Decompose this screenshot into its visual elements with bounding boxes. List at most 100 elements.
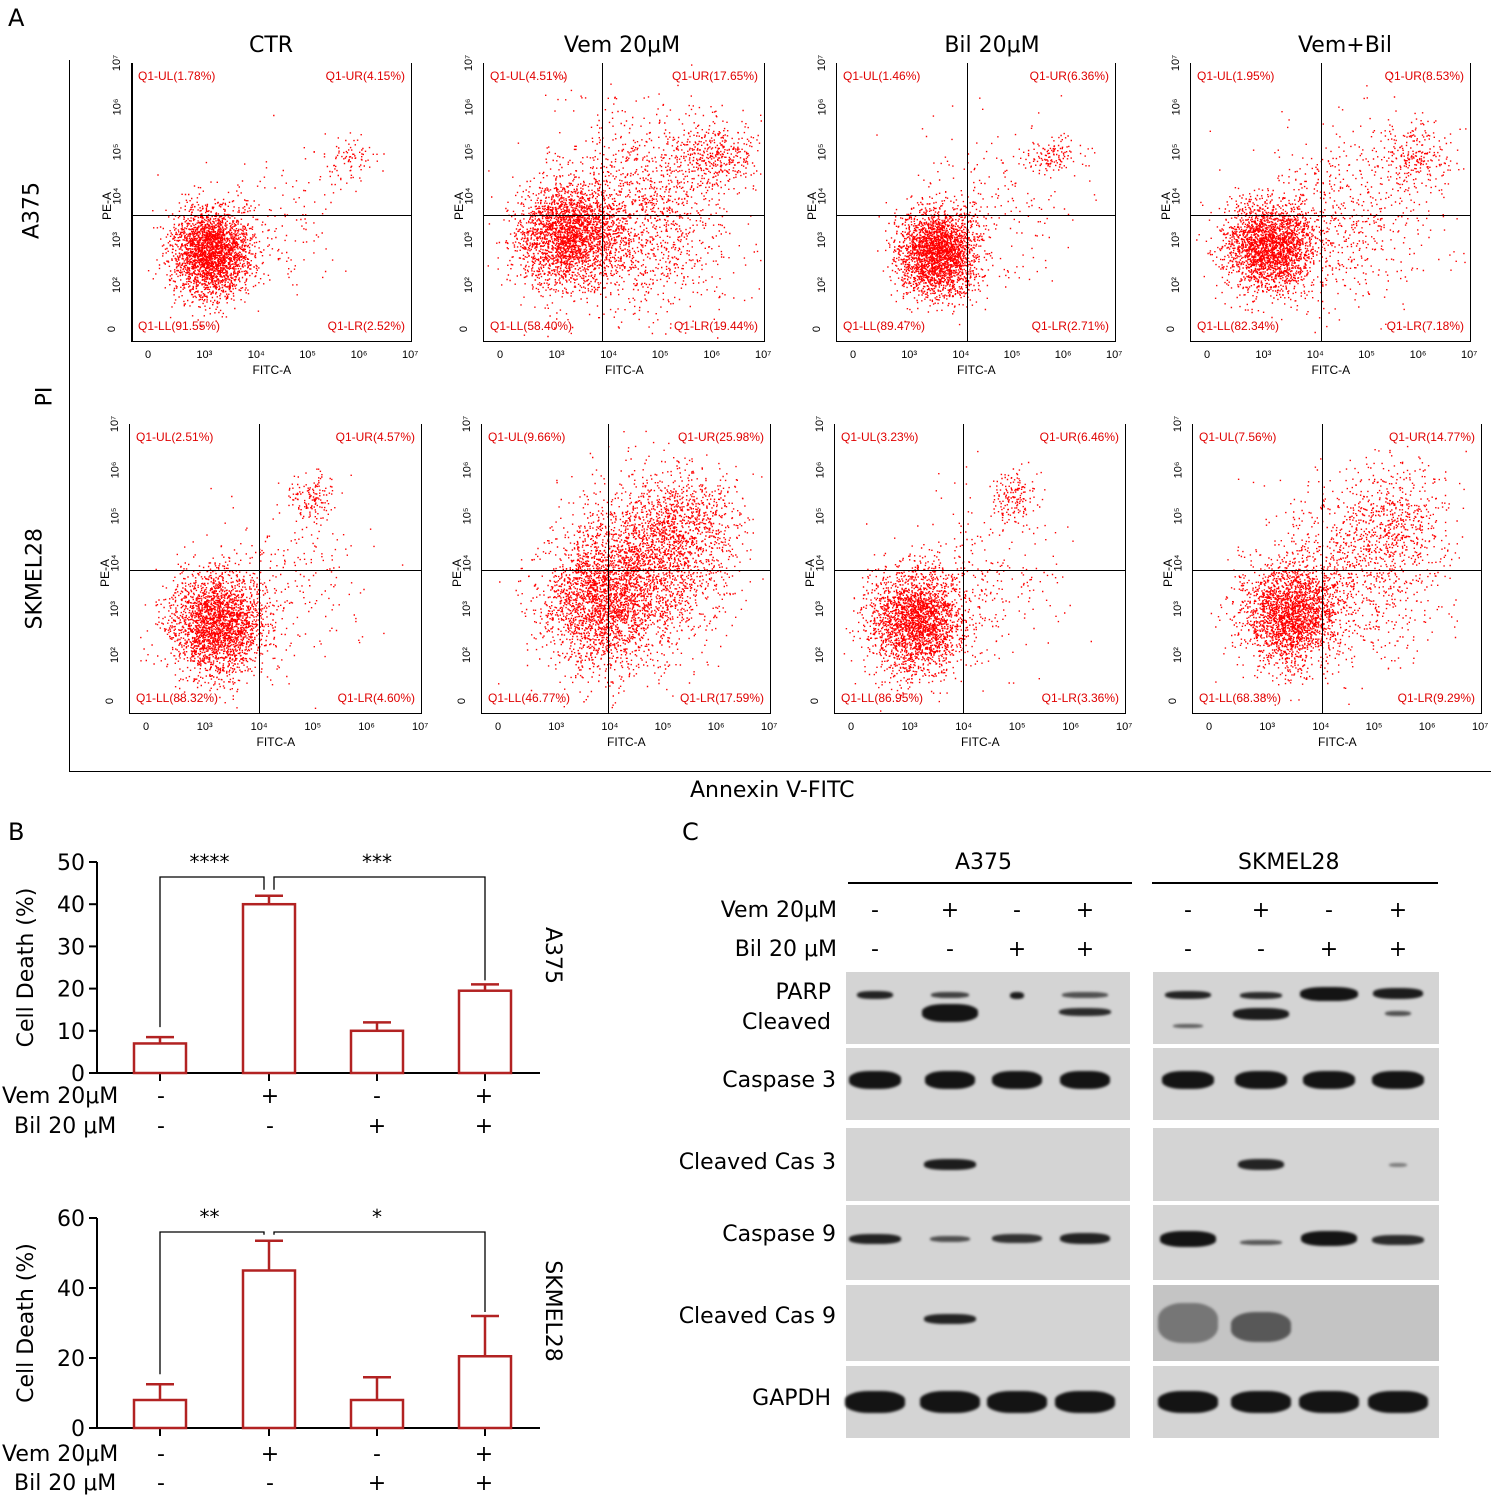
y-axis-label: Cell Death (%): [14, 888, 39, 1048]
wb-label-cleaved-cas9: Cleaved Cas 9: [678, 1304, 836, 1329]
flow-events: [140, 468, 404, 709]
pe-axis-name: PE-A: [452, 192, 467, 221]
x-tick-label: 10³: [548, 721, 565, 733]
x-tick-label: 10⁵: [1003, 349, 1021, 361]
y-tick-label: 10²: [1171, 646, 1184, 663]
bil-sign-1-2: -: [266, 1114, 274, 1139]
x-tick-label: 10³: [196, 721, 213, 733]
y-tick-label: 10³: [813, 600, 826, 617]
wb-strip-parp: [1153, 972, 1439, 1044]
x-tick-label: 10⁶: [707, 721, 725, 733]
y-tick-label: 20: [57, 978, 85, 1003]
quadrant-ul-label: Q1-UL(1.78%): [138, 69, 216, 83]
y-tick-label: 10⁵: [1170, 143, 1183, 161]
gate-horizontal: [835, 570, 1125, 571]
flow-scatter: [140, 468, 404, 709]
flow-plot-box: Q1-UL(1.78%) Q1-UR(4.15%) Q1-LL(91.55%) Q1-…: [131, 63, 412, 342]
x-tick-label: 10⁵: [1008, 721, 1026, 733]
vem-sign-2-4: +: [474, 1442, 494, 1467]
wb-vem-sign: -: [1325, 898, 1333, 923]
flow-events: [1196, 72, 1467, 334]
wb-band: [1062, 992, 1108, 999]
wb-bil-label: Bil 20 μM: [734, 937, 837, 962]
x-tick-label: 10⁵: [1358, 349, 1375, 361]
significance-bracket: [159, 876, 265, 1028]
x-tick-label: 10⁷: [1472, 721, 1489, 733]
wb-band: [1162, 1071, 1214, 1090]
gate-vertical: [132, 63, 133, 341]
y-tick-label: 10⁶: [814, 461, 827, 479]
flow-scatter: [876, 95, 1097, 326]
y-tick-label: 10⁶: [461, 461, 474, 479]
row-label-a375: A375: [19, 181, 45, 240]
y-tick-label: 10⁷: [111, 54, 124, 72]
fitc-axis-name: FITC-A: [605, 363, 644, 377]
y-tick-label: 10²: [108, 646, 121, 663]
wb-divider-skmel28: [1152, 882, 1438, 884]
quadrant-ur-label: Q1-UR(14.77%): [1388, 430, 1475, 444]
x-tick-label: 0: [850, 349, 857, 361]
significance-label: *: [372, 1205, 382, 1229]
gate-horizontal: [130, 570, 421, 571]
x-tick-label: 10³: [1259, 721, 1276, 733]
pe-axis-name: PE-A: [803, 558, 818, 587]
wb-band: [845, 1391, 905, 1413]
wb-vem-sign: -: [871, 898, 879, 923]
gate-vertical: [1322, 424, 1323, 713]
significance-bracket: [159, 1231, 265, 1375]
vem-sign-2-2: +: [260, 1442, 280, 1467]
wb-band: [1173, 1024, 1203, 1028]
wb-band: [1238, 1159, 1284, 1170]
bil-sign-2-4: +: [474, 1471, 494, 1496]
column-title-vem: Vem 20μM: [563, 33, 681, 58]
fitc-axis-name: FITC-A: [256, 735, 296, 749]
wb-band: [987, 1391, 1047, 1413]
wb-band: [1010, 991, 1024, 999]
x-tick-label: 10⁴: [601, 721, 619, 733]
y-tick-label: 0: [106, 325, 119, 333]
quadrant-ll-label: Q1-LL(46.77%): [488, 691, 571, 705]
y-tick-label: 10³: [1169, 232, 1182, 249]
y-tick-label: 10⁷: [1172, 415, 1185, 433]
gate-vertical: [963, 424, 964, 713]
chart-title: SKMEL28: [540, 1260, 565, 1362]
y-tick-label: 40: [57, 1277, 85, 1302]
wb-band: [1372, 1071, 1424, 1090]
quadrant-ul-label: Q1-UL(9.66%): [488, 430, 566, 444]
y-tick-label: 0: [811, 325, 824, 333]
wb-divider-a375: [848, 882, 1132, 884]
wb-cellline-skmel28: SKMEL28: [1238, 850, 1340, 875]
flow-events: [876, 95, 1097, 326]
quadrant-ur-label: Q1-UR(4.15%): [325, 69, 405, 83]
wb-label-caspase9: Caspase 9: [722, 1222, 836, 1247]
treatment-vem-label-2: Vem 20μM: [2, 1442, 119, 1467]
fitc-axis-name: FITC-A: [1318, 735, 1357, 749]
bar-bil: [349, 1398, 405, 1430]
x-tick-label: 10⁶: [1418, 721, 1436, 733]
quadrant-ll-label: Q1-LL(88.32%): [136, 691, 219, 705]
y-tick-label: 10⁶: [1172, 461, 1185, 479]
wb-strip-parp: [846, 972, 1130, 1044]
gate-horizontal: [484, 215, 764, 216]
wb-band: [1385, 1011, 1411, 1017]
x-tick-label: 10⁵: [654, 721, 672, 733]
y-tick-label: 10⁵: [1172, 507, 1185, 525]
y-tick-label: 10⁷: [463, 54, 476, 72]
significance-label: **: [200, 1205, 220, 1229]
bar-ctr: [132, 1042, 188, 1075]
y-tick-label: 0: [71, 1417, 85, 1442]
flow-scatter: [487, 64, 762, 339]
x-tick-label: 10³: [1255, 349, 1272, 361]
y-tick-label: 0: [1167, 697, 1180, 705]
y-tick-label: 10⁵: [816, 143, 829, 161]
gate-vertical: [1321, 63, 1322, 341]
wb-vem-sign: +: [940, 898, 960, 923]
y-tick-label: 10⁷: [816, 54, 829, 72]
panel-c-letter: C: [682, 818, 699, 846]
y-tick-label: 10³: [1171, 600, 1184, 617]
wb-band: [924, 1159, 976, 1170]
wb-band: [992, 1071, 1042, 1090]
x-tick-label: 10⁵: [299, 349, 316, 361]
flow-scatter: [843, 450, 1092, 712]
